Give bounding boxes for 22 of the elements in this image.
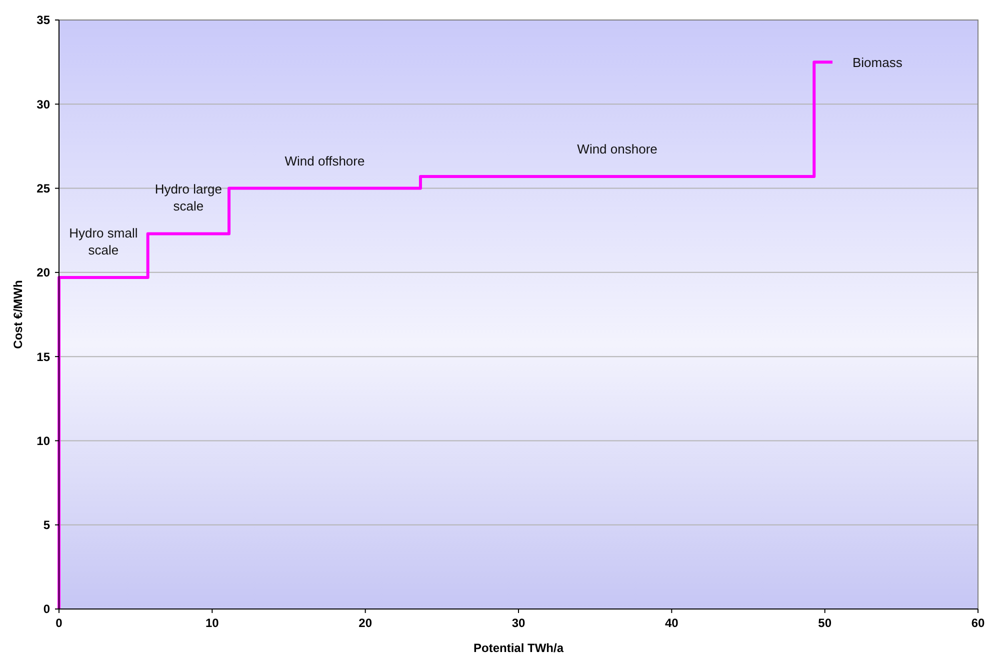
y-tick-label: 35	[36, 13, 50, 28]
y-tick-label: 30	[36, 97, 50, 112]
annotation: Hydro large scale	[154, 182, 222, 214]
x-tick-label: 10	[205, 616, 220, 630]
y-tick-label: 0	[43, 602, 50, 616]
y-tick-label: 15	[36, 350, 50, 364]
y-tick-label: 5	[43, 518, 50, 532]
annotation: Wind onshore	[577, 142, 658, 157]
x-tick-label: 50	[818, 616, 832, 630]
x-tick-label: 40	[664, 616, 679, 630]
x-tick-label: 0	[56, 616, 63, 630]
annotation: Wind offshore	[284, 153, 365, 168]
annotation: Hydro small scale	[69, 225, 138, 258]
y-tick-label: 20	[36, 266, 50, 280]
annotation: Biomass	[852, 55, 903, 70]
x-tick-label: 30	[512, 616, 526, 630]
y-tick-label: 25	[36, 181, 50, 196]
x-tick-label: 20	[358, 616, 372, 630]
y-tick-label: 10	[36, 434, 50, 448]
x-axis-title: Potential TWh/a	[474, 641, 564, 655]
x-tick-label: 60	[971, 616, 985, 630]
y-axis-title: Cost €/MWh	[11, 280, 25, 349]
